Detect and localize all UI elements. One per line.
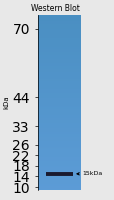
Text: Western Blot: Western Blot xyxy=(31,4,79,13)
Y-axis label: kDa: kDa xyxy=(3,96,9,109)
Text: 15kDa: 15kDa xyxy=(81,171,102,176)
